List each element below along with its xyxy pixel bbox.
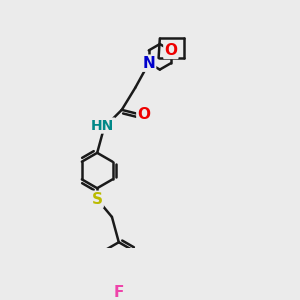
- Text: O: O: [137, 107, 150, 122]
- Text: N: N: [142, 56, 155, 71]
- Text: F: F: [114, 285, 124, 300]
- Text: O: O: [164, 43, 177, 58]
- Text: HN: HN: [91, 118, 115, 133]
- Text: S: S: [92, 192, 103, 207]
